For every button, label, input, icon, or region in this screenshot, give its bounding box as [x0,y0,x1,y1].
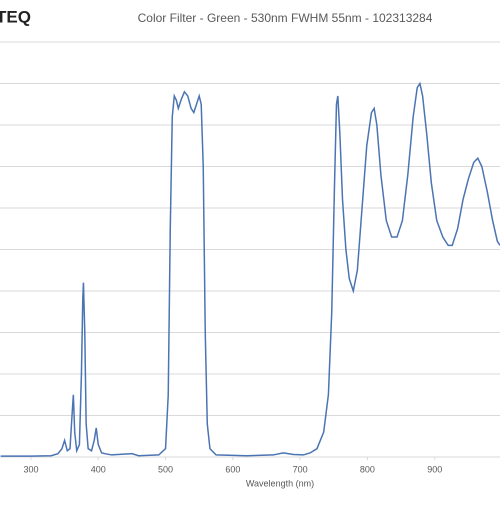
chart-title: Color Filter - Green - 530nm FWHM 55nm -… [138,11,433,25]
data-line [0,81,500,457]
x-tick-label: 800 [360,464,375,474]
x-tick-label: 600 [225,464,240,474]
x-tick-label: 400 [91,464,106,474]
x-tick-label: 500 [158,464,173,474]
x-tick-label: 900 [427,464,442,474]
logo: TEQ [0,7,31,26]
x-tick-label: 300 [23,464,38,474]
x-axis-label: Wavelength (nm) [246,478,314,488]
x-tick-label: 700 [293,464,308,474]
